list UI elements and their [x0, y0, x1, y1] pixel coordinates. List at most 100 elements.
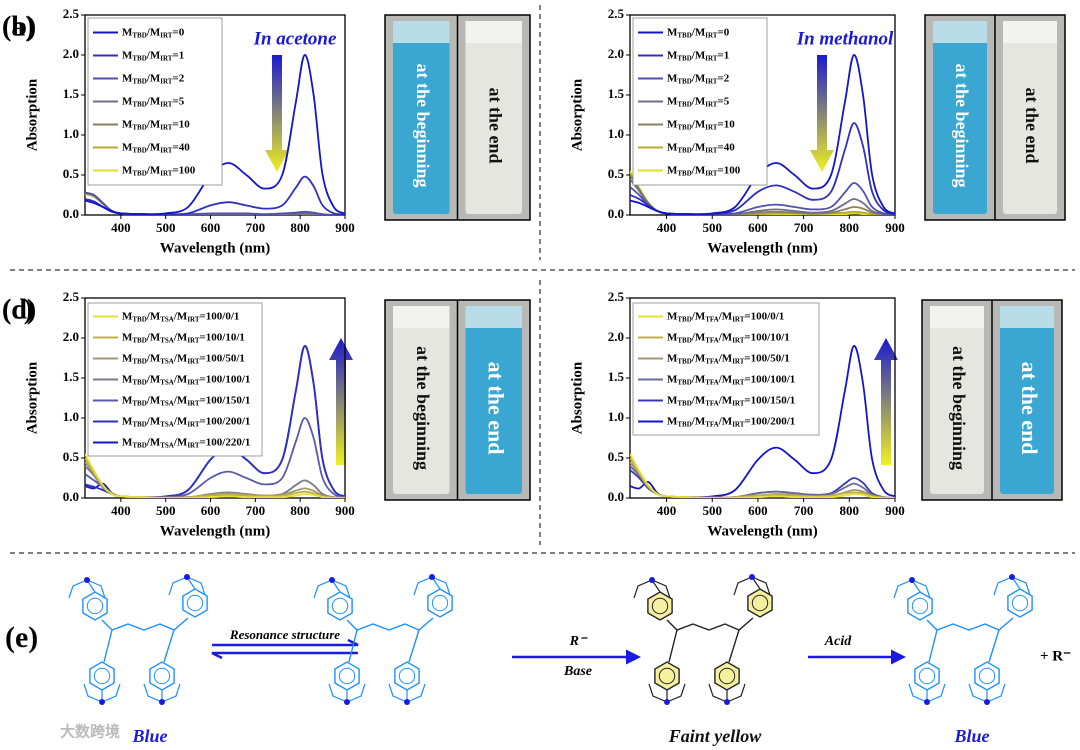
- legend-label: MTBD/MTSA/MIRT=100/100/1: [122, 373, 250, 386]
- x-tick-label: 600: [748, 503, 768, 518]
- nitrogen: [84, 577, 90, 583]
- y-tick-label: 0.0: [608, 206, 624, 221]
- vial: [393, 21, 450, 214]
- amine: [388, 683, 426, 703]
- ring: [747, 588, 773, 618]
- arrow-a: [265, 55, 289, 172]
- legend-label: MTBD/MTSA/MIRT=100/220/1: [122, 436, 250, 449]
- nitrogen: [924, 699, 930, 705]
- nitrogen: [99, 699, 105, 705]
- x-tick-label: 500: [702, 220, 722, 235]
- nitrogen: [1009, 574, 1015, 580]
- legend-label: MTBD/MTSA/MIRT=100/200/1: [122, 415, 250, 428]
- photo-label: at the beginning: [413, 346, 433, 470]
- amine: [68, 579, 106, 599]
- color-label: Faint yellow: [668, 726, 762, 746]
- ring: [327, 591, 353, 621]
- arrow-d: [874, 338, 898, 465]
- x-tick-label: 900: [335, 220, 355, 235]
- color-label: Blue: [131, 726, 167, 746]
- amine: [648, 683, 686, 703]
- panel-label: (e): [5, 621, 38, 654]
- ring-inner: [911, 597, 929, 615]
- legend-label: MTBD/MIRT=2: [667, 72, 730, 85]
- y-tick-label: 0.0: [63, 206, 79, 221]
- chain: [666, 617, 754, 663]
- y-tick-label: 0.5: [63, 449, 80, 464]
- annotation: In acetone: [253, 28, 337, 49]
- y-tick-label: 2.5: [608, 6, 625, 21]
- y-tick-label: 1.0: [63, 409, 79, 424]
- resonance-label: Resonance structure: [229, 627, 340, 642]
- vial: [465, 306, 522, 494]
- ring: [914, 661, 940, 691]
- ring: [182, 588, 208, 618]
- ring-inner: [431, 594, 449, 612]
- plot-frame: [84, 297, 346, 499]
- x-tick-label: 500: [156, 503, 176, 518]
- x-axis-label: Wavelength (nm): [707, 240, 817, 256]
- y-axis-label: Absorption: [24, 78, 40, 151]
- vial-cap: [465, 306, 522, 328]
- x-tick-label: 700: [246, 503, 266, 518]
- ring-inner: [186, 594, 204, 612]
- ring: [974, 661, 1000, 691]
- x-tick-label: 800: [290, 220, 310, 235]
- nitrogen: [909, 577, 915, 583]
- x-tick-label: 800: [290, 503, 310, 518]
- plot-frame: [629, 297, 896, 499]
- amine: [143, 683, 181, 703]
- color-label: Blue: [953, 726, 989, 746]
- x-tick-label: 600: [201, 503, 221, 518]
- ring: [647, 591, 673, 621]
- y-tick-label: 0.5: [608, 449, 625, 464]
- ring-inner: [93, 667, 111, 685]
- amine: [893, 579, 931, 599]
- legend-label: MTBD/MIRT=5: [667, 95, 730, 108]
- amine: [733, 576, 771, 596]
- amine: [708, 683, 746, 703]
- vial-cap: [933, 21, 987, 43]
- nitrogen: [159, 699, 165, 705]
- ring: [89, 661, 115, 691]
- y-axis-label: Absorption: [569, 361, 585, 434]
- y-tick-label: 1.5: [63, 369, 80, 384]
- spectrum-line: [630, 453, 895, 498]
- chain: [926, 617, 1014, 663]
- ring-inner: [978, 667, 996, 685]
- amine: [168, 576, 206, 596]
- photo-label: at the beginning: [413, 63, 433, 187]
- legend-label: MTBD/MIRT=2: [122, 72, 185, 85]
- byproduct-label: + R⁻: [1040, 648, 1071, 664]
- x-tick-label: 500: [702, 503, 722, 518]
- x-tick-label: 900: [335, 503, 355, 518]
- amine: [313, 579, 351, 599]
- ring-inner: [651, 597, 669, 615]
- dividers: [10, 5, 1075, 554]
- legend-label: MTBD/MIRT=10: [122, 118, 190, 131]
- molecule: [313, 574, 453, 705]
- nitrogen: [984, 699, 990, 705]
- x-tick-label: 400: [111, 503, 131, 518]
- legend-label: MTBD/MIRT=5: [122, 95, 185, 108]
- legend-label: MTBD/MTSA/MIRT=100/10/1: [122, 331, 245, 344]
- ring-inner: [751, 594, 769, 612]
- vial: [1000, 306, 1054, 494]
- y-tick-label: 0.5: [63, 166, 80, 181]
- ring-inner: [918, 667, 936, 685]
- panel-label: (d): [2, 294, 36, 325]
- ring-inner: [86, 597, 104, 615]
- photo-label: at the beginning: [952, 63, 972, 187]
- x-tick-label: 900: [885, 503, 905, 518]
- y-tick-label: 2.0: [608, 329, 624, 344]
- legend-label: MTBD/MTFA/MIRT=100/100/1: [667, 373, 795, 386]
- legend-label: MTBD/MTFA/MIRT=100/150/1: [667, 394, 795, 407]
- x-tick-label: 400: [657, 503, 677, 518]
- y-axis-label: Absorption: [24, 361, 40, 434]
- photo-label: at the end: [484, 362, 509, 455]
- vial-cap: [1000, 306, 1054, 328]
- ring: [907, 591, 933, 621]
- x-tick-label: 600: [748, 220, 768, 235]
- legend-label: MTBD/MTFA/MIRT=100/50/1: [667, 352, 790, 365]
- molecule: [893, 574, 1033, 705]
